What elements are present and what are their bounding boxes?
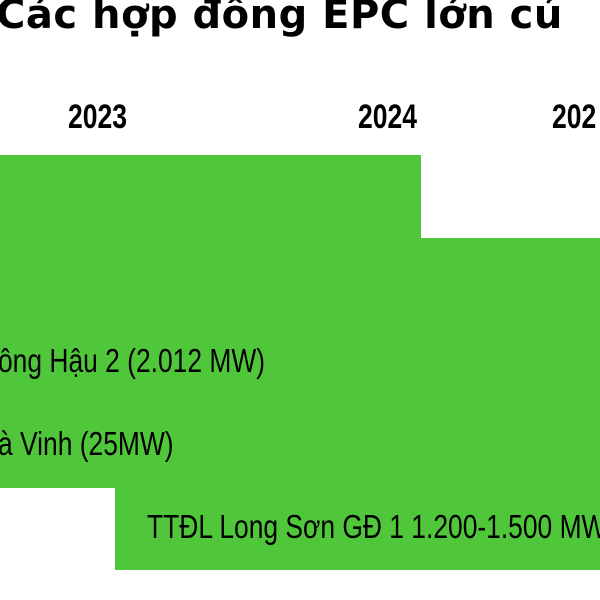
year-label: 2024 <box>358 98 417 136</box>
year-label: 2023 <box>68 98 127 136</box>
gantt-bar <box>0 238 600 322</box>
gantt-bar-label: à Vinh (25MW) <box>0 425 174 462</box>
gantt-bar <box>0 155 422 238</box>
gantt-bar-label: TTĐL Long Sơn GĐ 1 1.200-1.500 MW <box>147 508 600 545</box>
chart-title: Các hợp đồng EPC lớn củ <box>0 0 563 38</box>
year-label: 202 <box>552 98 597 136</box>
gantt-bar <box>114 488 600 570</box>
gantt-bar-label: ông Hậu 2 (2.012 MW) <box>0 342 266 379</box>
gantt-bar <box>0 405 600 488</box>
gantt-bar <box>0 322 600 405</box>
